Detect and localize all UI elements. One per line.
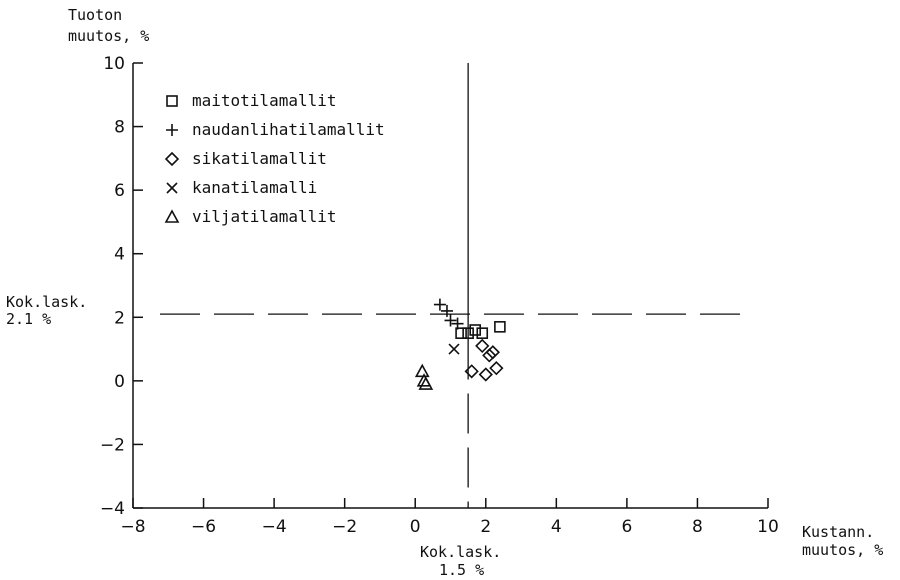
point-plus-1-0 bbox=[433, 298, 446, 311]
point-square-0-3 bbox=[476, 327, 489, 339]
legend-label: viljatilamallit bbox=[192, 207, 337, 226]
point-triangle-4-2 bbox=[418, 376, 434, 390]
point-diamond-2-5 bbox=[489, 361, 504, 376]
y-tick-label: 6 bbox=[114, 181, 125, 201]
y-tick-label: 4 bbox=[114, 245, 125, 265]
legend-label: naudanlihatilamallit bbox=[192, 120, 385, 139]
point-plus-1-2 bbox=[444, 314, 457, 327]
y-axis-title-line-2: muutos, % bbox=[68, 27, 149, 45]
x-tick-label: 4 bbox=[551, 517, 562, 537]
legend-marker-x bbox=[166, 182, 178, 194]
point-triangle-4-0 bbox=[414, 363, 430, 378]
y-tick-label: −2 bbox=[100, 435, 125, 455]
point-square-0-2 bbox=[469, 324, 481, 336]
x-tick-label: 8 bbox=[692, 517, 703, 537]
y-tick-label: −4 bbox=[100, 499, 125, 519]
legend-marker-plus bbox=[166, 124, 178, 136]
legend: maitotilamallit naudanlihatilamallit sikat… bbox=[164, 91, 385, 226]
x-tick-label: −6 bbox=[191, 517, 216, 537]
legend-label: kanatilamalli bbox=[192, 178, 317, 197]
point-square-0-0 bbox=[455, 327, 467, 339]
y-tick-label: 8 bbox=[114, 118, 125, 138]
x-tick-label: 10 bbox=[757, 517, 779, 537]
point-diamond-2-1 bbox=[475, 338, 490, 354]
legend-marker-square bbox=[166, 95, 178, 107]
point-x-3-0 bbox=[448, 343, 460, 355]
horizontal-ref-label-line-2: 2.1 % bbox=[6, 310, 51, 328]
vertical-ref-label-line-2: 1.5 % bbox=[439, 561, 484, 579]
x-tick-label: −2 bbox=[332, 517, 357, 537]
vertical-ref-label-line-1: Kok.lask. bbox=[420, 543, 501, 561]
legend-marker-triangle bbox=[164, 209, 180, 223]
x-tick-label: 0 bbox=[410, 517, 421, 537]
point-plus-1-1 bbox=[440, 304, 453, 317]
x-tick-label: 2 bbox=[480, 517, 491, 537]
x-axis-title-line-1: Kustann. bbox=[802, 523, 874, 541]
x-tick-label: 6 bbox=[621, 517, 632, 537]
y-axis-ticks: −4 −2 0 2 4 6 8 10 bbox=[100, 54, 143, 519]
legend-label: maitotilamallit bbox=[192, 91, 337, 110]
point-diamond-2-0 bbox=[464, 364, 479, 379]
legend-marker-diamond bbox=[164, 151, 180, 167]
point-diamond-2-4 bbox=[485, 345, 500, 360]
legend-label: sikatilamallit bbox=[192, 149, 327, 168]
y-tick-label: 0 bbox=[114, 372, 125, 392]
point-plus-1-3 bbox=[451, 317, 464, 330]
y-tick-label: 10 bbox=[103, 54, 125, 74]
y-tick-label: 2 bbox=[114, 308, 125, 328]
point-square-0-1 bbox=[462, 327, 474, 339]
point-diamond-2-2 bbox=[478, 367, 493, 382]
data-points bbox=[414, 298, 506, 390]
x-axis-title-line-2: muutos, % bbox=[802, 541, 883, 559]
point-diamond-2-3 bbox=[482, 348, 497, 363]
x-tick-label: −4 bbox=[262, 517, 287, 537]
y-axis-title-line-1: Tuoton bbox=[68, 6, 122, 24]
point-square-0-4 bbox=[494, 321, 506, 333]
x-axis-ticks: −8 −6 −4 −2 0 2 4 6 8 10 bbox=[120, 498, 779, 537]
x-tick-label: −8 bbox=[120, 517, 145, 537]
horizontal-ref-label-line-1: Kok.lask. bbox=[6, 293, 87, 311]
